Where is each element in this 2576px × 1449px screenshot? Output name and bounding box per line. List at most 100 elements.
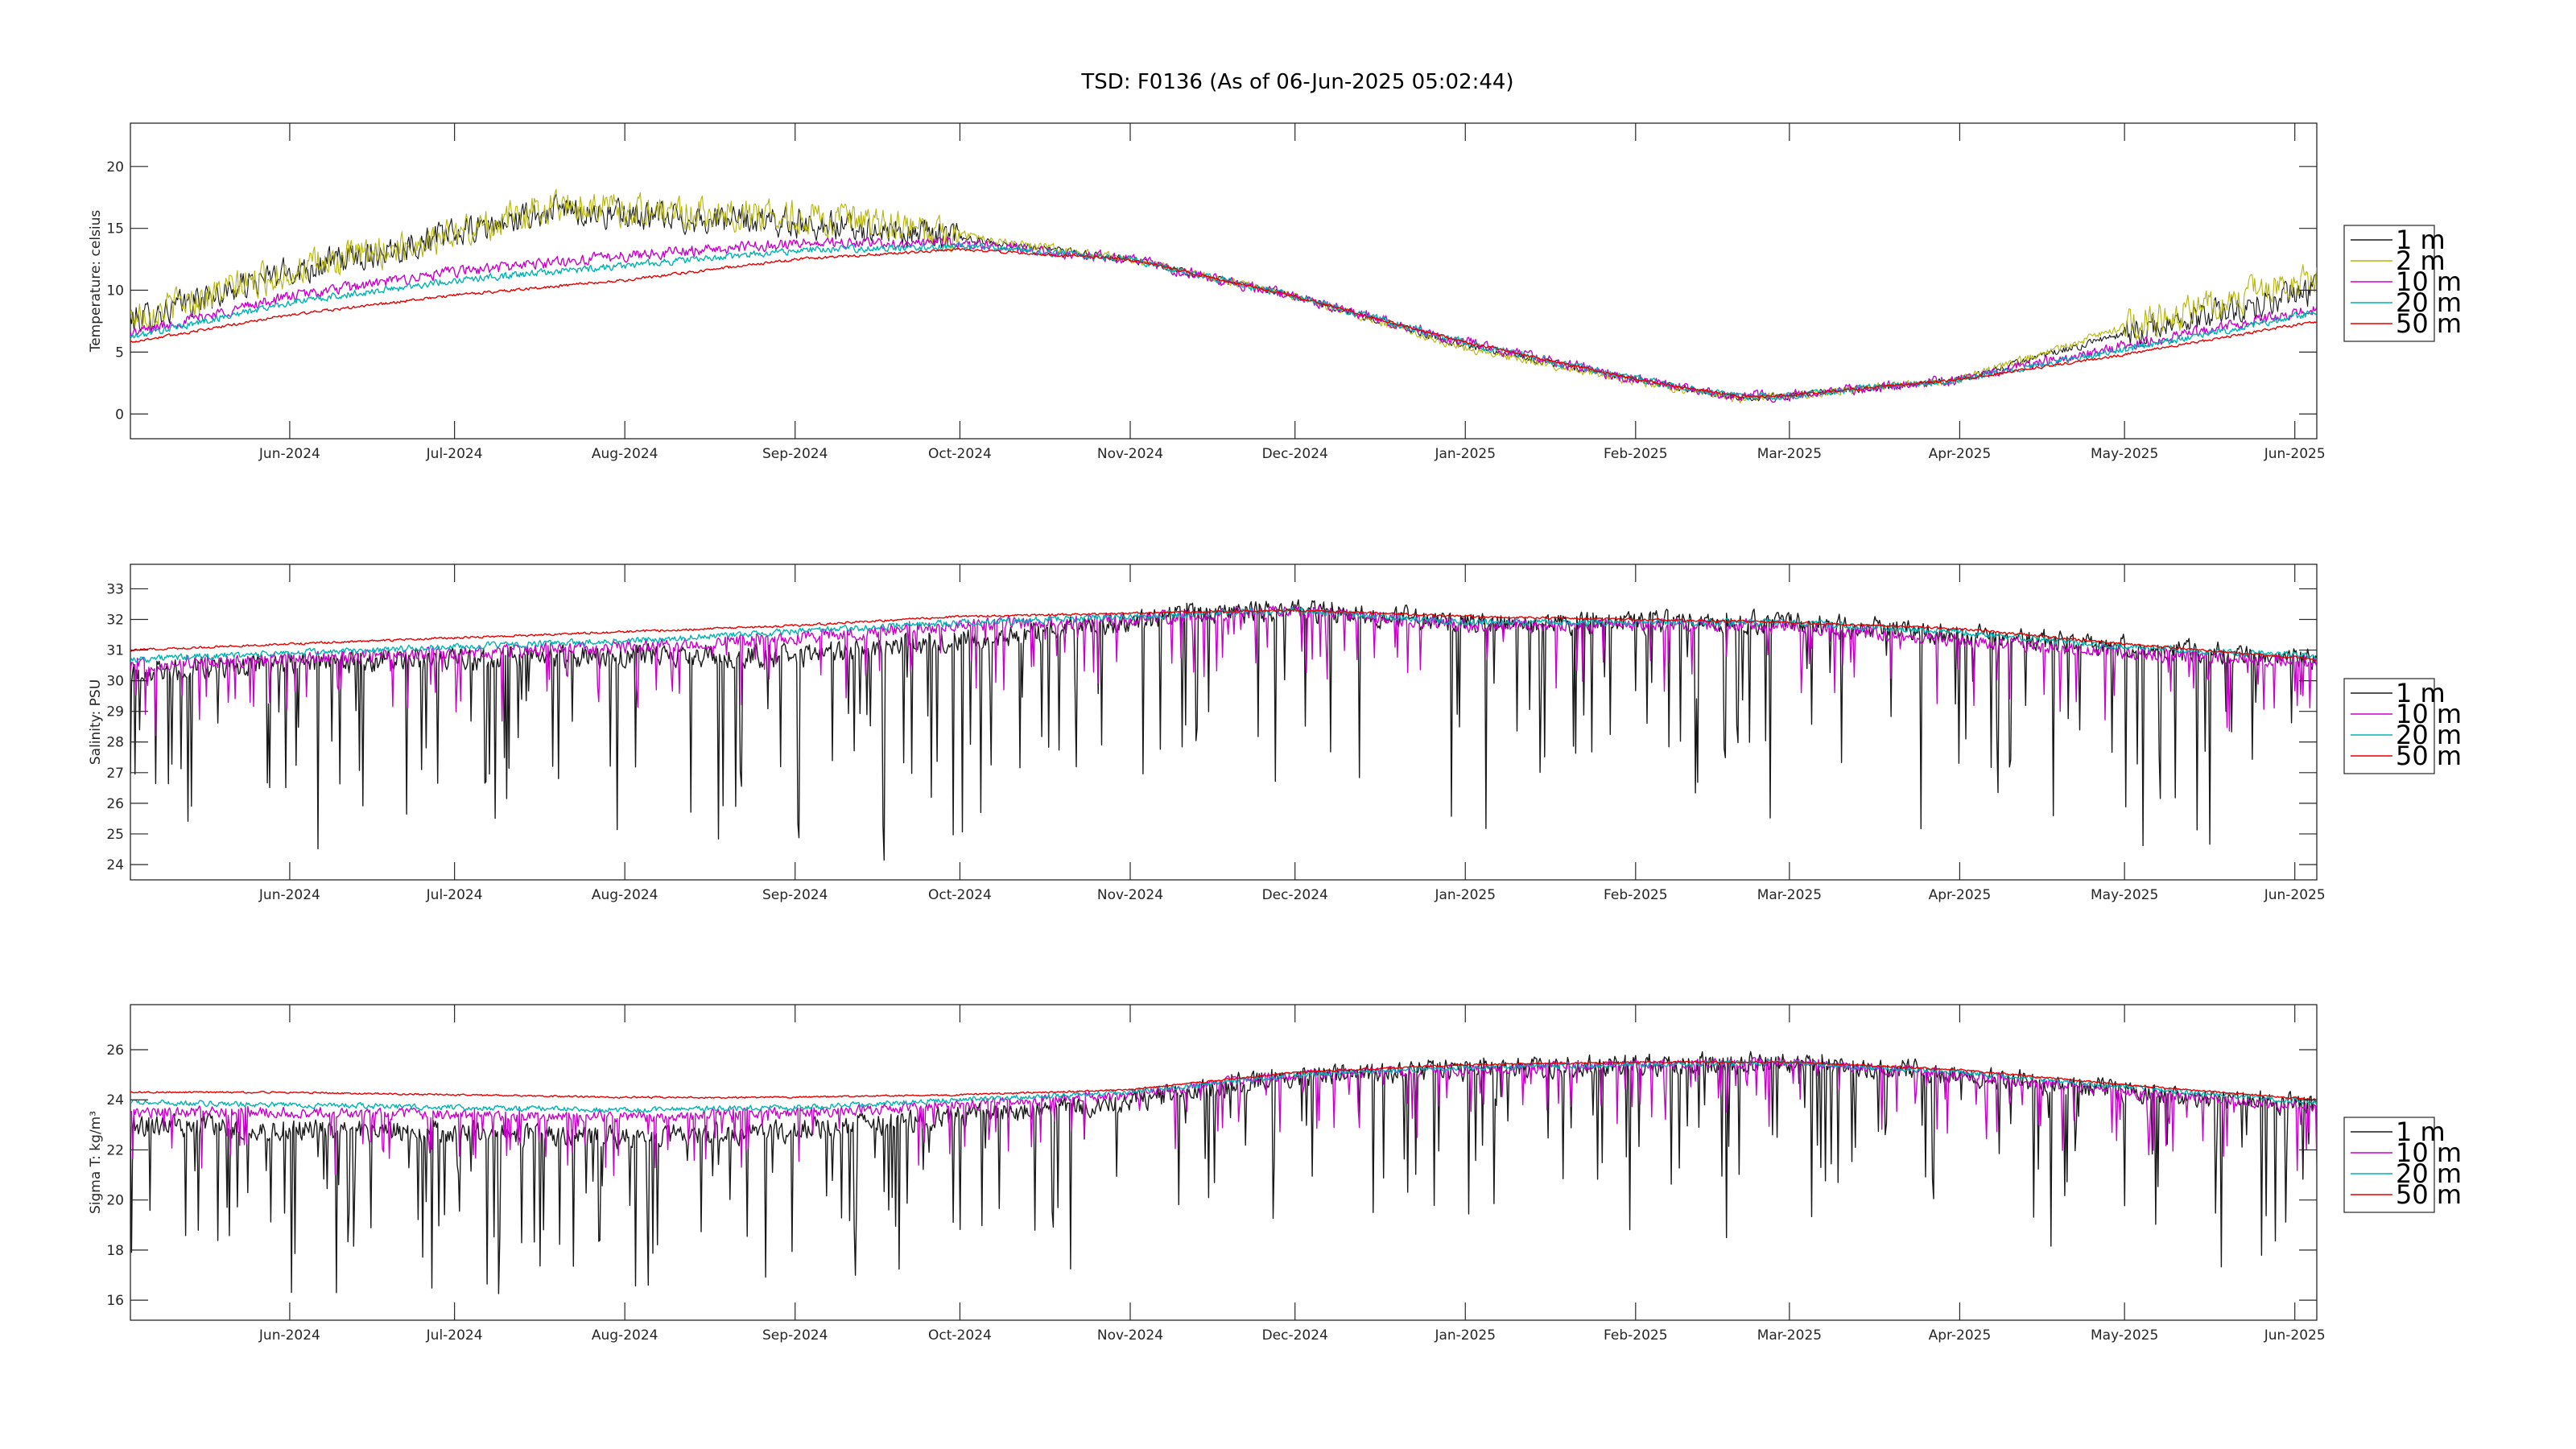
- y-axis-label: Sigma T: kg/m³: [88, 1111, 104, 1214]
- figure-title: TSD: F0136 (As of 06-Jun-2025 05:02:44): [1080, 70, 1513, 94]
- x-tick-label: Apr-2025: [1929, 887, 1992, 903]
- series-group: [130, 188, 2317, 404]
- x-tick-label: Feb-2025: [1604, 1327, 1668, 1344]
- y-tick-label: 24: [106, 1092, 124, 1108]
- legend-label-50-m: 50 m: [2396, 741, 2462, 771]
- series-line-1-m: [130, 599, 2317, 861]
- y-tick-label: 10: [106, 283, 124, 299]
- x-tick-label: Jun-2025: [2264, 446, 2326, 462]
- x-tick-label: Feb-2025: [1604, 887, 1668, 903]
- legend-label-20-m: 20 m: [2396, 720, 2462, 750]
- series-line-50-m: [130, 247, 2317, 398]
- legend-label-20-m: 20 m: [2396, 1158, 2462, 1189]
- x-tick-label: Jun-2025: [2264, 887, 2326, 903]
- salinity-panel: 24 25 26 27 28 29 30 31 32 33 Jun-2024 Jul-2024 Aug-…: [88, 564, 2462, 903]
- y-tick-label: 33: [106, 581, 124, 597]
- sigma-t-panel: 16 18 20 22 24 26 Jun-2024 Jul-2024 Aug-2024 Sep-…: [88, 1004, 2462, 1344]
- legend-label-1-m: 1 m: [2396, 225, 2446, 255]
- legend-label-10-m: 10 m: [2396, 1137, 2462, 1168]
- y-axis-label: Temperature: celsius: [88, 210, 104, 353]
- y-tick-label: 5: [115, 345, 124, 361]
- x-tick-label: Feb-2025: [1604, 446, 1668, 462]
- legend-label-20-m: 20 m: [2396, 287, 2462, 318]
- y-tick-label: 31: [106, 643, 124, 659]
- x-tick-label: Jun-2024: [258, 1327, 320, 1344]
- y-tick-label: 20: [106, 159, 124, 175]
- x-tick-label: Apr-2025: [1929, 446, 1992, 462]
- x-tick-label: Jun-2025: [2264, 1327, 2326, 1344]
- x-tick-label: Jul-2024: [426, 446, 483, 462]
- series-line-10-m: [130, 605, 2317, 737]
- x-tick-label: Jun-2024: [258, 887, 320, 903]
- legend-label-1-m: 1 m: [2396, 678, 2446, 708]
- x-tick-label: Nov-2024: [1097, 446, 1163, 462]
- series-line-20-m: [130, 242, 2317, 401]
- x-tick-label: Oct-2024: [928, 446, 992, 462]
- legend: 1 m2 m10 m20 m50 m: [2343, 225, 2462, 342]
- y-tick-label: 26: [106, 796, 124, 812]
- y-tick-label: 15: [106, 221, 124, 237]
- legend-label-50-m: 50 m: [2396, 308, 2462, 339]
- x-tick-label: Sep-2024: [762, 887, 828, 903]
- x-tick-label: May-2025: [2091, 446, 2158, 462]
- temperature-panel: 0 5 10 15 20 Jun-2024 Jul-2024 Aug-2024 Sep-2024…: [88, 122, 2462, 462]
- legend-label-1-m: 1 m: [2396, 1117, 2446, 1147]
- x-tick-label: Dec-2024: [1262, 446, 1328, 462]
- y-tick-label: 26: [106, 1042, 124, 1059]
- x-tick-label: Sep-2024: [762, 1327, 828, 1344]
- x-tick-label: May-2025: [2091, 887, 2158, 903]
- x-tick-label: Aug-2024: [592, 1327, 658, 1344]
- y-tick-label: 27: [106, 766, 124, 782]
- x-tick-label: Apr-2025: [1929, 1327, 1992, 1344]
- series-group: [130, 599, 2317, 861]
- legend-label-10-m: 10 m: [2396, 699, 2462, 729]
- x-tick-label: Jan-2025: [1434, 1327, 1496, 1344]
- x-tick-label: Jul-2024: [426, 887, 483, 903]
- legend-label-10-m: 10 m: [2396, 266, 2462, 297]
- y-tick-label: 32: [106, 613, 124, 629]
- x-tick-label: Aug-2024: [592, 446, 658, 462]
- x-tick-label: Dec-2024: [1262, 887, 1328, 903]
- x-tick-label: Mar-2025: [1757, 1327, 1822, 1344]
- x-tick-label: Oct-2024: [928, 887, 992, 903]
- series-line-50-m: [130, 609, 2317, 662]
- y-axis-label: Salinity: PSU: [88, 679, 104, 765]
- x-tick-label: Mar-2025: [1757, 446, 1822, 462]
- x-tick-label: Sep-2024: [762, 446, 828, 462]
- series-line-10-m: [130, 237, 2317, 403]
- x-tick-label: Oct-2024: [928, 1327, 992, 1344]
- series-group: [130, 1051, 2317, 1294]
- legend-box: [2343, 225, 2435, 342]
- y-tick-label: 24: [106, 857, 124, 873]
- y-tick-label: 30: [106, 674, 124, 690]
- legend-box: [2343, 678, 2435, 774]
- y-tick-label: 0: [115, 407, 124, 423]
- y-tick-label: 18: [106, 1243, 124, 1259]
- x-tick-label: Aug-2024: [592, 887, 658, 903]
- x-tick-label: Jun-2024: [258, 446, 320, 462]
- x-tick-label: Mar-2025: [1757, 887, 1822, 903]
- legend-label-50-m: 50 m: [2396, 1179, 2462, 1210]
- legend-label-2-m: 2 m: [2396, 246, 2446, 276]
- x-tick-label: Nov-2024: [1097, 887, 1163, 903]
- series-line-50-m: [130, 1060, 2317, 1101]
- series-line-10-m: [130, 1056, 2317, 1177]
- x-tick-label: Jan-2025: [1434, 446, 1496, 462]
- legend: 1 m10 m20 m50 m: [2343, 1117, 2462, 1213]
- y-tick-label: 22: [106, 1142, 124, 1158]
- y-tick-label: 28: [106, 735, 124, 751]
- x-tick-label: Nov-2024: [1097, 1327, 1163, 1344]
- y-tick-label: 25: [106, 827, 124, 843]
- y-tick-label: 29: [106, 704, 124, 720]
- x-tick-label: Jul-2024: [426, 1327, 483, 1344]
- plot-area: [130, 1004, 2318, 1321]
- x-tick-label: Dec-2024: [1262, 1327, 1328, 1344]
- y-tick-label: 20: [106, 1193, 124, 1209]
- series-line-20-m: [130, 1059, 2317, 1113]
- x-tick-label: Jan-2025: [1434, 887, 1496, 903]
- y-tick-label: 16: [106, 1293, 124, 1309]
- series-line-20-m: [130, 606, 2317, 663]
- legend-box: [2343, 1117, 2435, 1213]
- x-tick-label: May-2025: [2091, 1327, 2158, 1344]
